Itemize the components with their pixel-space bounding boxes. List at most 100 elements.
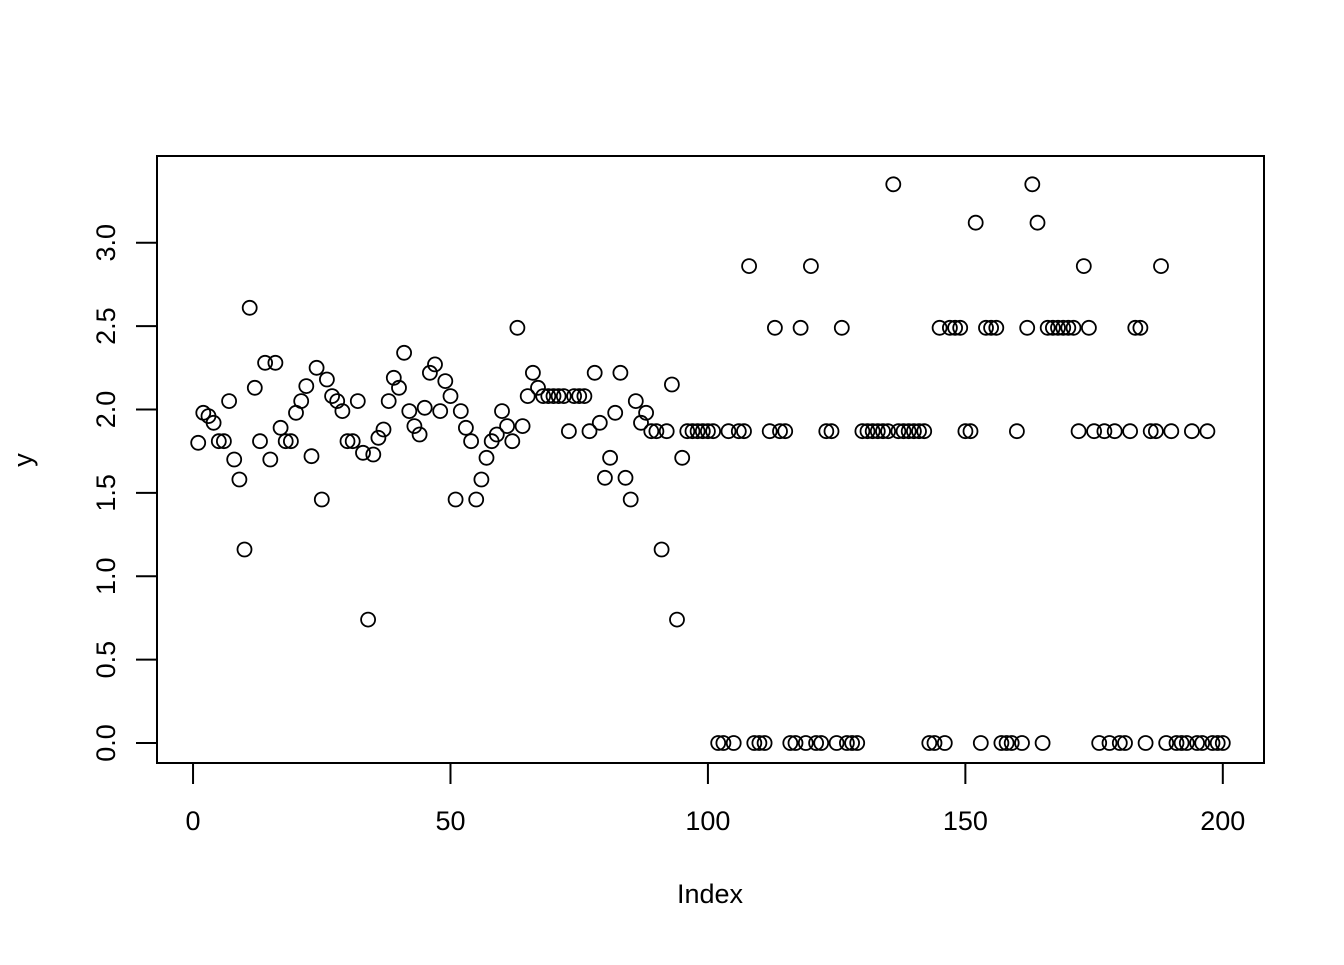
data-point: [1168, 735, 1185, 751]
data-point: [252, 433, 268, 450]
data-point: [1148, 423, 1164, 440]
data-point: [509, 319, 526, 336]
data-point: [926, 735, 943, 751]
data-point: [514, 418, 531, 435]
data-point: [1081, 319, 1097, 336]
data-point: [437, 373, 454, 390]
data-point: [370, 429, 387, 446]
data-point: [700, 423, 716, 440]
data-point: [1024, 176, 1041, 193]
data-point: [622, 491, 639, 508]
data-point: [318, 371, 335, 388]
data-point: [669, 611, 685, 628]
data-point: [221, 393, 238, 410]
data-point: [1045, 319, 1061, 336]
data-point: [813, 735, 830, 751]
data-point: [736, 423, 752, 440]
data-point: [463, 433, 480, 450]
data-point: [772, 423, 788, 440]
data-point: [947, 319, 963, 336]
data-point: [1153, 258, 1169, 275]
data-point: [355, 444, 371, 461]
data-point: [478, 449, 495, 466]
y-tick-label: 2.5: [91, 307, 121, 345]
x-tick-label: 200: [1200, 806, 1245, 836]
data-point: [215, 433, 232, 450]
data-point: [555, 388, 572, 405]
data-point: [1209, 735, 1226, 751]
x-tick-label: 50: [435, 806, 465, 836]
data-point: [190, 434, 207, 451]
data-point: [653, 541, 670, 558]
y-tick-label: 0.0: [91, 724, 121, 762]
data-point: [803, 258, 819, 275]
data-point: [494, 403, 510, 420]
data-point: [839, 735, 855, 751]
data-point: [957, 423, 974, 440]
data-point: [916, 423, 933, 440]
data-point: [1070, 423, 1087, 440]
data-point: [1204, 735, 1221, 751]
data-point: [808, 735, 824, 751]
data-point: [1111, 735, 1128, 751]
data-point: [988, 319, 1005, 336]
data-point: [298, 378, 315, 395]
data-point: [452, 403, 469, 420]
data-point: [262, 451, 279, 468]
plot-frame: [156, 155, 1265, 764]
data-point: [792, 319, 809, 336]
data-point: [1214, 735, 1231, 751]
data-point: [272, 419, 289, 436]
data-point: [751, 735, 768, 751]
data-point: [972, 735, 989, 751]
data-point: [602, 449, 618, 466]
data-point: [257, 354, 274, 371]
data-point: [694, 423, 711, 440]
data-point: [545, 388, 562, 405]
data-point: [339, 433, 356, 450]
data-point: [1137, 735, 1154, 751]
data-point: [849, 735, 866, 751]
y-tick-label: 3.0: [91, 224, 121, 262]
data-point: [730, 423, 747, 440]
data-point: [406, 418, 423, 435]
data-point: [854, 423, 871, 440]
data-point: [931, 319, 948, 336]
data-point: [1055, 319, 1072, 336]
y-tick-label: 2.0: [91, 391, 121, 429]
data-point: [293, 393, 310, 410]
data-point: [236, 541, 253, 558]
data-point: [329, 393, 346, 410]
data-point: [875, 423, 891, 440]
data-point: [1194, 735, 1211, 751]
data-point: [246, 379, 263, 396]
data-point: [627, 393, 644, 410]
data-point: [828, 735, 845, 751]
data-point: [442, 388, 459, 405]
data-point: [869, 423, 886, 440]
data-point: [231, 471, 248, 488]
data-point: [983, 319, 999, 336]
data-point: [1019, 319, 1036, 336]
data-point: [936, 735, 953, 751]
data-point: [1142, 423, 1159, 440]
data-point: [360, 611, 377, 628]
data-point: [679, 423, 696, 440]
data-point: [1060, 319, 1077, 336]
data-point: [391, 379, 407, 396]
data-point: [962, 423, 979, 440]
data-point: [833, 319, 850, 336]
data-point: [911, 423, 927, 440]
data-point: [313, 491, 330, 508]
data-point: [1173, 735, 1190, 751]
data-point: [674, 449, 691, 466]
data-point: [767, 319, 783, 336]
data-point: [885, 176, 902, 193]
data-point: [411, 426, 428, 443]
data-point: [1034, 735, 1051, 751]
data-point: [519, 388, 536, 405]
data-point: [746, 735, 763, 751]
data-point: [457, 419, 474, 436]
